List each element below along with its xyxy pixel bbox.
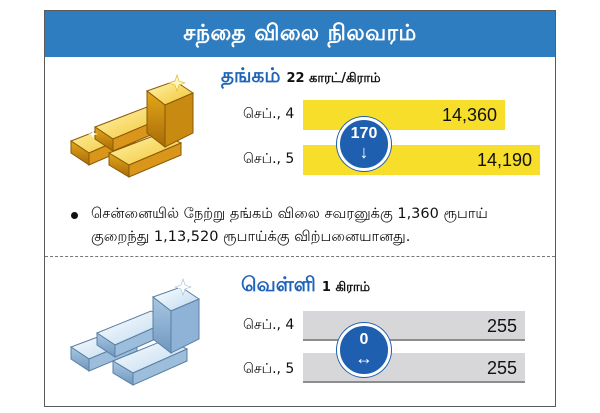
silver-date-label: செப்., 4: [243, 317, 295, 333]
silver-section-title: வெள்ளி 1 கிராம்: [241, 272, 370, 299]
gold-price-bar: 14,360: [303, 100, 505, 130]
silver-unit: 1 கிராம்: [321, 280, 371, 295]
gold-unit: 22 காரட்/கிராம்: [286, 71, 381, 86]
gold-change-badge: 170 ↓: [337, 117, 391, 171]
silver-date-label: செப்., 5: [243, 361, 295, 377]
gold-bars-icon: [69, 74, 195, 178]
gold-date-label: செப்., 5: [243, 151, 295, 167]
gold-section-title: தங்கம் 22 காரட்/கிராம்: [221, 63, 381, 90]
gold-date-label: செப்., 4: [243, 106, 295, 122]
silver-price-bar: 255: [303, 353, 525, 383]
gold-note: சென்னையில் நேற்று தங்கம் விலை சவரனுக்கு …: [71, 203, 541, 249]
arrow-down-icon: ↓: [359, 142, 369, 162]
section-divider: [45, 256, 555, 257]
market-price-card: சந்தை விலை நிலவரம் தங்கம் 22 கார: [44, 10, 556, 407]
left-right-arrow-icon: ↔: [355, 348, 373, 368]
silver-change-badge: 0 ↔: [337, 323, 391, 377]
silver-change-value: 0: [359, 331, 369, 348]
silver-bars-icon: [69, 278, 201, 386]
gold-title: தங்கம்: [221, 63, 281, 87]
page-title: சந்தை விலை நிலவரம்: [45, 11, 555, 57]
gold-change-value: 170: [350, 125, 378, 142]
silver-price-bar: 255: [303, 311, 525, 341]
gold-note-text: சென்னையில் நேற்று தங்கம் விலை சவரனுக்கு …: [91, 206, 488, 245]
silver-title: வெள்ளி: [241, 272, 316, 296]
bullet-icon: [71, 212, 78, 219]
